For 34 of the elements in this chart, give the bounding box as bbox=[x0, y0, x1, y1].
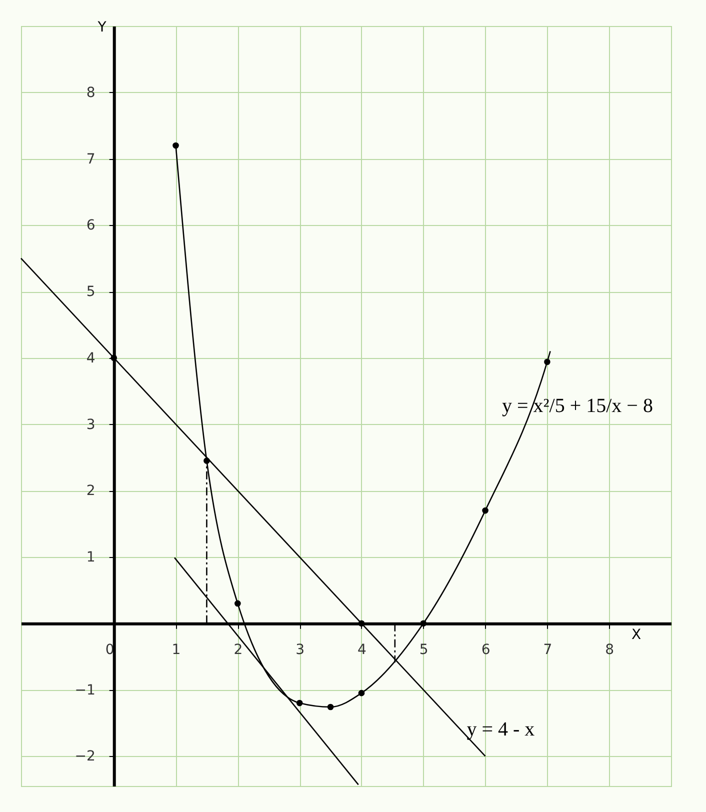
y-tick-label: 7 bbox=[86, 151, 96, 168]
annotation: y = x²/5 + 15/x − 8 bbox=[502, 395, 653, 417]
y-tick-label: −2 bbox=[74, 748, 96, 765]
x-tick-label: 1 bbox=[172, 642, 181, 658]
x-tick-label: 7 bbox=[543, 642, 552, 658]
point bbox=[544, 358, 550, 366]
y-tick-label: 2 bbox=[86, 483, 96, 500]
x-axis-title: X bbox=[632, 626, 642, 643]
y-tick-label: 4 bbox=[86, 350, 96, 366]
point bbox=[420, 620, 427, 627]
x-tick-label: 0 bbox=[105, 642, 114, 658]
y-tick-label: 1 bbox=[86, 550, 96, 566]
y-tick-label: 3 bbox=[86, 416, 96, 433]
x-tick-label: 5 bbox=[419, 642, 428, 658]
x-tick-label: 6 bbox=[481, 642, 490, 658]
x-tick-label: 4 bbox=[358, 642, 367, 658]
point bbox=[296, 700, 303, 706]
point bbox=[172, 142, 179, 149]
y-tick-label: −1 bbox=[74, 682, 96, 698]
x-tick-label: 3 bbox=[296, 642, 305, 658]
y-axis-title: Y bbox=[96, 20, 107, 36]
x-tick-label: 2 bbox=[234, 642, 243, 658]
point bbox=[358, 690, 365, 696]
point bbox=[358, 620, 365, 627]
point bbox=[204, 458, 210, 464]
point bbox=[110, 354, 118, 362]
y-tick-label: 6 bbox=[86, 218, 96, 234]
point bbox=[234, 600, 241, 607]
point bbox=[482, 507, 488, 514]
x-tick-label: 8 bbox=[605, 642, 614, 658]
y-tick-label: 5 bbox=[86, 284, 96, 300]
annotation: y = 4 - x bbox=[466, 718, 535, 741]
y-tick-label: 8 bbox=[86, 84, 96, 101]
point bbox=[327, 704, 334, 710]
